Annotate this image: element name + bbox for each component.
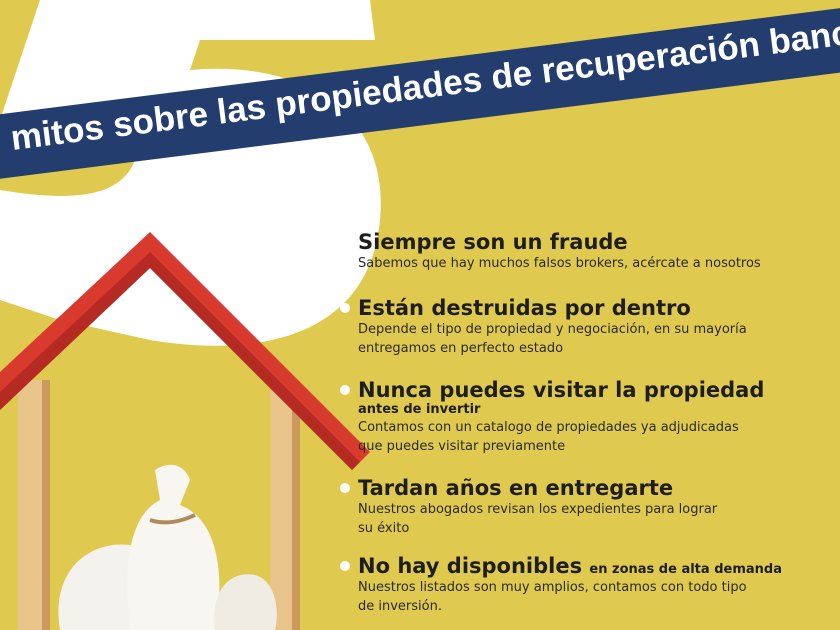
myth-description: Depende el tipo de propiedad y negociaci… xyxy=(358,322,747,337)
myth-description: Contamos con un catalogo de propiedades … xyxy=(358,420,739,435)
bullet-icon xyxy=(340,561,350,571)
myth-heading: Están destruidas por dentro xyxy=(358,296,691,320)
myth-description: Nuestros abogados revisan los expediente… xyxy=(358,502,718,517)
myth-item: No hay disponibles en zonas de alta dema… xyxy=(340,554,838,616)
myth-description: entregamos en perfecto estado xyxy=(358,341,564,356)
myth-heading: Siempre son un fraude xyxy=(358,230,628,254)
myth-heading: No hay disponibles xyxy=(358,554,583,578)
roof xyxy=(0,232,370,470)
bullet-icon xyxy=(340,483,350,493)
myth-heading-suffix: en zonas de alta demanda xyxy=(589,562,782,577)
myth-description: que puedes visitar previamente xyxy=(358,439,566,454)
myth-description: Nuestros listados son muy amplios, conta… xyxy=(358,580,747,595)
myth-heading: Nunca puedes visitar la propiedad xyxy=(358,378,765,402)
myths-list: Siempre son un fraude Sabemos que hay mu… xyxy=(340,230,838,616)
sandbag xyxy=(127,464,220,630)
bullet-icon xyxy=(340,385,350,395)
myth-heading: Tardan años en entregarte xyxy=(358,476,674,500)
myth-item: Nunca puedes visitar la propiedad antes … xyxy=(340,378,838,476)
sandbag xyxy=(214,574,277,630)
bullet-icon xyxy=(340,303,350,313)
myth-item: Tardan años en entregarte Nuestros aboga… xyxy=(340,476,838,554)
myth-description: su éxito xyxy=(358,521,410,536)
myth-item: Están destruidas por dentro Depende el t… xyxy=(340,296,838,378)
myth-item: Siempre son un fraude Sabemos que hay mu… xyxy=(358,230,838,296)
myth-subheading: antes de invertir xyxy=(358,402,481,417)
myth-description: Sabemos que hay muchos falsos brokers, a… xyxy=(358,256,761,271)
myth-description: de inversión. xyxy=(358,599,442,614)
